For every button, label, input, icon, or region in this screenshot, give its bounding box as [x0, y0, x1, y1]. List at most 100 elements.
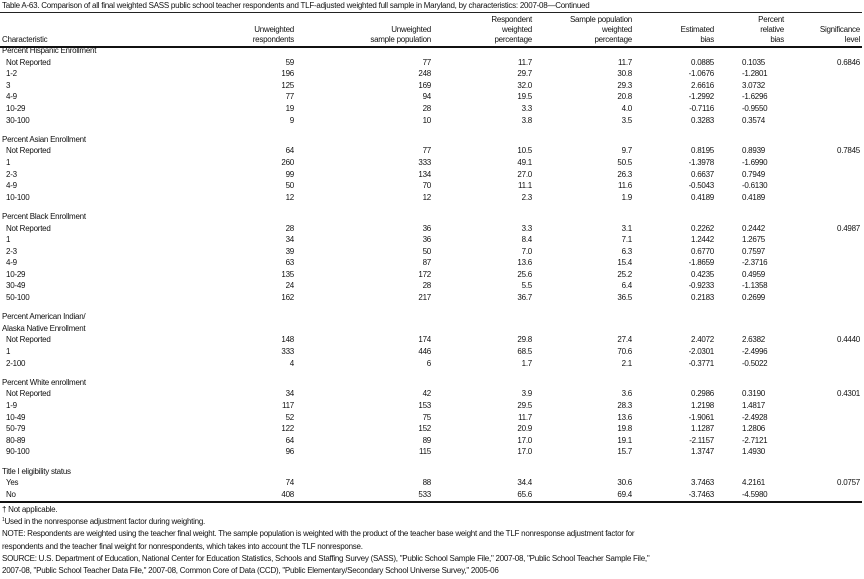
cell-respondent-weighted-percentage: 3.3 — [521, 103, 533, 113]
table-row: Not Reported 64 77 10.5 9.7 0.8195 0.8939 0.784… — [2, 145, 860, 157]
cell-respondent-weighted-percentage: 11.7 — [518, 57, 532, 67]
cell-unweighted-respondents: 333 — [281, 347, 294, 357]
cell-percent-relative-bias: 0.3190 — [742, 389, 765, 399]
cell-unweighted-sample-population: 153 — [418, 401, 431, 410]
cell-sample-population-weighted-percentage: 28.3 — [617, 401, 632, 410]
cell-unweighted-respondents: 4 — [289, 358, 294, 368]
section-spacer — [2, 458, 860, 466]
source: SOURCE: U.S. Department of Education, Na… — [2, 553, 650, 563]
cell-unweighted-respondents: 74 — [285, 478, 295, 488]
section-spacer — [2, 203, 860, 211]
section-heading: Percent Black Enrollment — [2, 211, 86, 221]
bottom-rule — [0, 501, 862, 503]
cell-estimated-bias: 0.8195 — [691, 146, 714, 156]
table-row: No 408 533 65.6 69.4 -3.7463 -4.5980 — [2, 489, 860, 501]
cell-respondent-weighted-percentage: 27.0 — [517, 169, 532, 179]
column-header-line: Significance — [819, 25, 860, 34]
column-header-unweighted-sample-population: Unweighted sample population — [294, 14, 431, 45]
cell-respondent-weighted-percentage: 8.4 — [521, 235, 533, 245]
table-row: 1 34 36 8.4 7.1 1.2442 1.2675 — [2, 234, 860, 246]
cell-unweighted-sample-population: 6 — [426, 358, 431, 368]
cell-unweighted-sample-population: 36 — [422, 235, 432, 245]
cell-unweighted-sample-population: 70 — [422, 181, 432, 191]
cell-characteristic: 30-100 — [6, 115, 30, 125]
cell-respondent-weighted-percentage: 7.0 — [521, 246, 533, 256]
cell-significance-level — [784, 269, 860, 281]
column-header-line: bias — [770, 35, 784, 44]
cell-characteristic: Not Reported — [6, 335, 51, 345]
cell-significance-level — [784, 435, 860, 447]
column-header-line: Characteristic — [2, 35, 48, 44]
cell-percent-relative-bias: 0.7949 — [742, 169, 765, 179]
cell-respondent-weighted-percentage: 49.1 — [517, 157, 532, 167]
cell-respondent-weighted-percentage: 17.0 — [517, 435, 532, 445]
cell-unweighted-sample-population: 87 — [422, 258, 432, 268]
section-heading-row: Alaska Native Enrollment — [2, 323, 860, 335]
cell-characteristic: 2-3 — [6, 246, 17, 256]
cell-unweighted-sample-population: 248 — [418, 69, 431, 79]
cell-respondent-weighted-percentage: 17.0 — [517, 447, 532, 457]
cell-estimated-bias: -0.3771 — [688, 358, 715, 368]
cell-sample-population-weighted-percentage: 30.6 — [617, 478, 632, 488]
cell-estimated-bias: -1.2992 — [688, 92, 715, 102]
table-row: 10-29 135 172 25.6 25.2 0.4235 0.4959 — [2, 269, 860, 281]
cell-respondent-weighted-percentage: 1.7 — [521, 358, 533, 368]
cell-significance-level — [784, 246, 860, 258]
cell-sample-population-weighted-percentage: 30.8 — [617, 69, 632, 79]
cell-sample-population-weighted-percentage: 69.4 — [617, 489, 632, 499]
table-row: Not Reported 28 36 3.3 3.1 0.2262 0.2442 0.4987 — [2, 223, 860, 235]
section-spacer — [2, 369, 860, 377]
table-title: Table A-63. Comparison of all final weig… — [2, 1, 590, 10]
note: NOTE: Respondents are weighted using the… — [2, 529, 635, 539]
cell-sample-population-weighted-percentage: 1.9 — [621, 192, 633, 202]
cell-characteristic: 50-79 — [6, 424, 26, 434]
column-header-line: Sample population — [569, 15, 632, 24]
column-header-sample-population-weighted-percentage: Sample population weighted percentage — [532, 14, 632, 45]
table-row: 80-89 64 89 17.0 19.1 -2.1157 -2.7121 — [2, 435, 860, 447]
section-heading: Percent Asian Enrollment — [2, 134, 86, 144]
table-row: 10-100 12 12 2.3 1.9 0.4189 0.4189 — [2, 192, 860, 204]
column-header-characteristic: Characteristic — [2, 14, 202, 45]
cell-estimated-bias: 0.2986 — [691, 389, 714, 399]
cell-respondent-weighted-percentage: 34.4 — [517, 478, 532, 488]
cell-percent-relative-bias: 0.2699 — [742, 293, 765, 303]
table-row: 1 260 333 49.1 50.5 -1.3978 -1.6990 — [2, 157, 860, 169]
column-header-line: percentage — [494, 35, 532, 44]
cell-unweighted-sample-population: 36 — [422, 223, 432, 233]
table-row: 1-2 196 248 29.7 30.8 -1.0676 -1.2801 — [2, 68, 860, 80]
cell-unweighted-respondents: 64 — [285, 146, 295, 156]
cell-unweighted-respondents: 148 — [281, 335, 294, 345]
cell-unweighted-respondents: 52 — [285, 412, 295, 422]
cell-estimated-bias: 0.6637 — [691, 169, 714, 179]
table-row: Yes 74 88 34.4 30.6 3.7463 4.2161 0.0757 — [2, 477, 860, 489]
column-header-line: sample population — [370, 35, 431, 44]
cell-unweighted-respondents: 162 — [281, 293, 294, 303]
footnotes: † Not applicable. 1Used in the nonrespon… — [2, 504, 862, 577]
cell-characteristic: No — [6, 489, 16, 499]
cell-unweighted-sample-population: 75 — [422, 412, 432, 422]
cell-percent-relative-bias: -4.5980 — [742, 489, 768, 499]
section-spacer — [2, 304, 860, 312]
cell-characteristic: 4-9 — [6, 92, 17, 102]
cell-significance-level: 0.7845 — [837, 146, 860, 156]
cell-significance-level — [784, 91, 860, 103]
cell-sample-population-weighted-percentage: 26.3 — [617, 169, 632, 179]
cell-unweighted-respondents: 12 — [285, 192, 295, 202]
cell-characteristic: Yes — [6, 478, 19, 488]
cell-significance-level: 0.0757 — [837, 478, 860, 488]
cell-respondent-weighted-percentage: 29.8 — [517, 335, 532, 345]
cell-characteristic: 90-100 — [6, 447, 30, 457]
section-heading-row: Percent American Indian/ — [2, 311, 860, 323]
cell-unweighted-respondents: 77 — [285, 92, 295, 102]
cell-percent-relative-bias: 0.1035 — [742, 57, 765, 67]
column-header-estimated-bias: Estimated bias — [632, 14, 715, 45]
cell-sample-population-weighted-percentage: 15.4 — [617, 258, 632, 268]
cell-respondent-weighted-percentage: 5.5 — [521, 281, 533, 291]
top-rule — [0, 12, 862, 13]
cell-sample-population-weighted-percentage: 2.1 — [621, 358, 633, 368]
cell-respondent-weighted-percentage: 65.6 — [517, 489, 532, 499]
cell-unweighted-sample-population: 10 — [422, 115, 432, 125]
table-row: Not Reported 34 42 3.9 3.6 0.2986 0.3190 0.4301 — [2, 388, 860, 400]
cell-significance-level — [784, 400, 860, 412]
cell-characteristic: 4-9 — [6, 258, 17, 268]
